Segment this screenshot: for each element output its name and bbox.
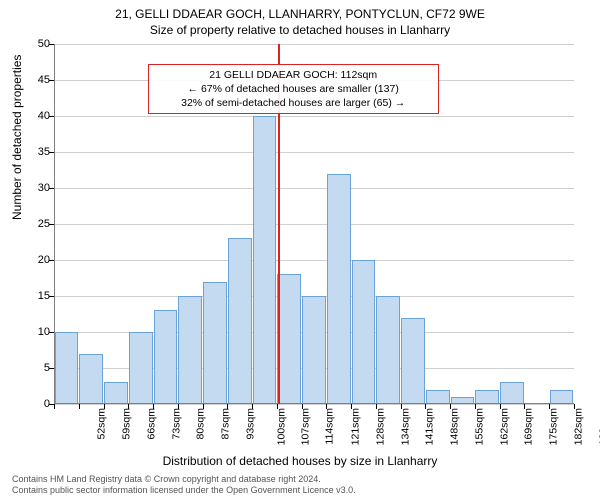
ytick-label: 45 xyxy=(24,74,50,86)
xtick-label: 107sqm xyxy=(300,408,312,445)
gridline xyxy=(54,188,574,189)
xtick-label: 175sqm xyxy=(547,408,559,445)
xtick-mark xyxy=(475,404,476,409)
xtick-label: 141sqm xyxy=(424,408,436,445)
xtick-mark xyxy=(277,404,278,409)
histogram-bar xyxy=(277,274,301,404)
xtick-mark xyxy=(401,404,402,409)
ytick-label: 25 xyxy=(24,218,50,230)
xtick-mark xyxy=(79,404,80,409)
xtick-label: 52sqm xyxy=(96,408,108,440)
xtick-mark xyxy=(104,404,105,409)
xtick-label: 128sqm xyxy=(374,408,386,445)
gridline xyxy=(54,224,574,225)
ytick-label: 30 xyxy=(24,182,50,194)
footer-line2: Contains public sector information licen… xyxy=(12,485,356,496)
histogram-bar xyxy=(475,390,499,404)
histogram-bar xyxy=(55,332,79,404)
ytick-label: 40 xyxy=(24,110,50,122)
xtick-label: 148sqm xyxy=(448,408,460,445)
xtick-label: 93sqm xyxy=(244,408,256,440)
xtick-mark xyxy=(178,404,179,409)
xtick-label: 121sqm xyxy=(349,408,361,445)
gridline xyxy=(54,404,574,405)
xtick-label: 169sqm xyxy=(523,408,535,445)
ytick-label: 15 xyxy=(24,290,50,302)
histogram-bar xyxy=(426,390,450,404)
histogram-bar xyxy=(327,174,351,404)
xtick-label: 66sqm xyxy=(145,408,157,440)
xtick-label: 182sqm xyxy=(572,408,584,445)
histogram-bar xyxy=(129,332,153,404)
ytick-label: 35 xyxy=(24,146,50,158)
xtick-mark xyxy=(153,404,154,409)
xtick-label: 87sqm xyxy=(220,408,232,440)
page-title-line1: 21, GELLI DDAEAR GOCH, LLANHARRY, PONTYC… xyxy=(0,6,600,22)
histogram-bar xyxy=(203,282,227,404)
xtick-mark xyxy=(128,404,129,409)
xtick-label: 80sqm xyxy=(195,408,207,440)
histogram-bar xyxy=(302,296,326,404)
xtick-mark xyxy=(252,404,253,409)
histogram-bar xyxy=(154,310,178,404)
histogram-chart: 0510152025303540455052sqm59sqm66sqm73sqm… xyxy=(54,44,574,404)
xtick-mark xyxy=(524,404,525,409)
annotation-box: 21 GELLI DDAEAR GOCH: 112sqm← 67% of det… xyxy=(148,64,439,115)
xtick-mark xyxy=(425,404,426,409)
xtick-mark xyxy=(54,404,55,409)
xtick-mark xyxy=(574,404,575,409)
footer-line1: Contains HM Land Registry data © Crown c… xyxy=(12,474,356,485)
x-axis-title: Distribution of detached houses by size … xyxy=(0,454,600,468)
xtick-label: 155sqm xyxy=(473,408,485,445)
ytick-label: 20 xyxy=(24,254,50,266)
xtick-mark xyxy=(351,404,352,409)
page-title-line2: Size of property relative to detached ho… xyxy=(0,22,600,38)
xtick-mark xyxy=(203,404,204,409)
xtick-mark xyxy=(302,404,303,409)
histogram-bar xyxy=(401,318,425,404)
ytick-label: 10 xyxy=(24,326,50,338)
footer-attribution: Contains HM Land Registry data © Crown c… xyxy=(12,474,356,497)
ytick-label: 50 xyxy=(24,38,50,50)
xtick-mark xyxy=(227,404,228,409)
annotation-line: 21 GELLI DDAEAR GOCH: 112sqm xyxy=(155,68,432,82)
histogram-bar xyxy=(79,354,103,404)
xtick-mark xyxy=(549,404,550,409)
gridline xyxy=(54,44,574,45)
histogram-bar xyxy=(352,260,376,404)
histogram-bar xyxy=(253,116,277,404)
histogram-bar xyxy=(500,382,524,404)
gridline xyxy=(54,260,574,261)
xtick-mark xyxy=(450,404,451,409)
xtick-label: 73sqm xyxy=(170,408,182,440)
x-axis-line xyxy=(54,403,574,404)
annotation-line: ← 67% of detached houses are smaller (13… xyxy=(155,82,432,96)
xtick-label: 59sqm xyxy=(121,408,133,440)
ytick-label: 5 xyxy=(24,362,50,374)
histogram-bar xyxy=(104,382,128,404)
gridline xyxy=(54,116,574,117)
gridline xyxy=(54,152,574,153)
y-axis-line xyxy=(54,44,55,404)
y-axis-title: Number of detached properties xyxy=(10,55,24,220)
histogram-bar xyxy=(376,296,400,404)
ytick-label: 0 xyxy=(24,398,50,410)
annotation-line: 32% of semi-detached houses are larger (… xyxy=(155,96,432,110)
xtick-label: 162sqm xyxy=(498,408,510,445)
xtick-mark xyxy=(500,404,501,409)
xtick-mark xyxy=(376,404,377,409)
histogram-bar xyxy=(228,238,252,404)
xtick-label: 100sqm xyxy=(275,408,287,445)
xtick-label: 134sqm xyxy=(399,408,411,445)
histogram-bar xyxy=(178,296,202,404)
xtick-mark xyxy=(326,404,327,409)
histogram-bar xyxy=(550,390,574,404)
xtick-label: 114sqm xyxy=(324,408,336,445)
